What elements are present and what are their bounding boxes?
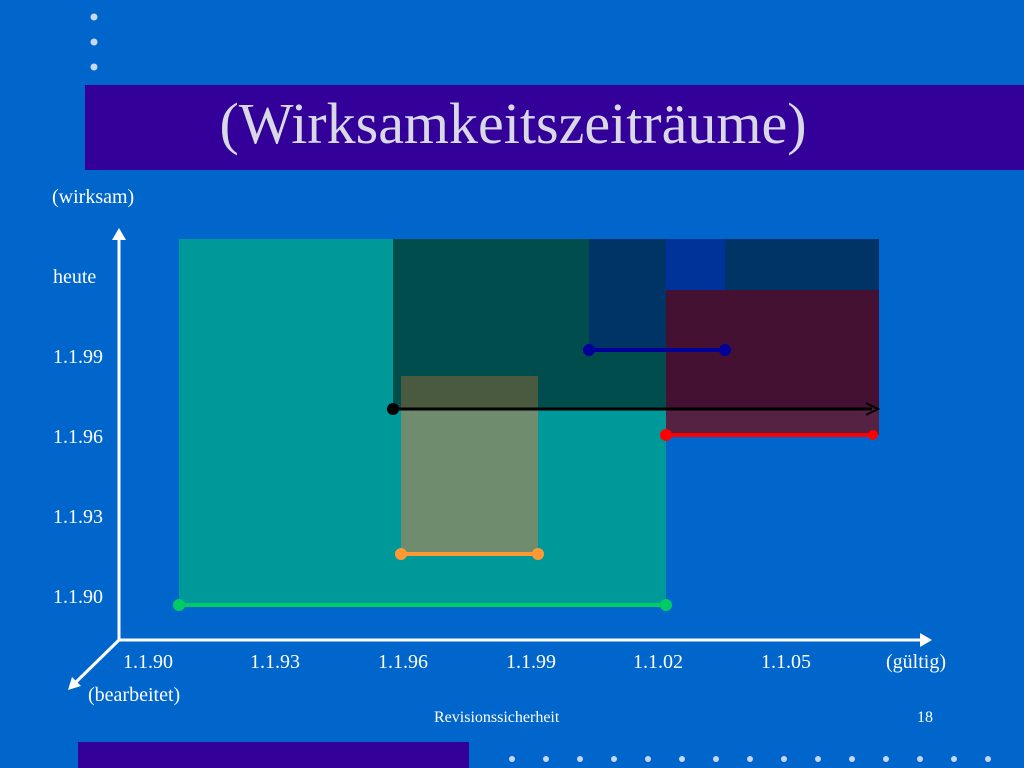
x-tick-label: 1.1.99 (506, 651, 556, 673)
green-line-start-dot (173, 599, 185, 611)
diagonal-axis (72, 638, 121, 686)
y-axis-arrowhead (112, 228, 126, 240)
region-maroon-lower (666, 409, 879, 435)
y-tick-label: 1.1.93 (53, 506, 103, 528)
black-line-start-dot (387, 403, 399, 415)
green-line-end-dot (660, 599, 672, 611)
orange-line-start-dot (395, 548, 407, 560)
decor-dot (90, 38, 98, 46)
decor-dot (917, 756, 923, 762)
decor-dot (509, 756, 515, 762)
decor-dot (713, 756, 719, 762)
y-tick-label: heute (53, 266, 97, 288)
decor-dot (611, 756, 617, 762)
decor-dot (577, 756, 583, 762)
decor-dot (679, 756, 685, 762)
x-tick-label: 1.1.05 (761, 651, 811, 673)
region-indigo (666, 239, 725, 290)
title-band (85, 85, 1024, 170)
diagonal-axis-arrowhead (68, 677, 81, 690)
red-line-end-dot (868, 430, 878, 440)
x-axis-label: (gültig) (886, 651, 946, 673)
blue-line-end-dot (719, 344, 731, 356)
decor-dot (985, 756, 991, 762)
blue-line-start-dot (583, 344, 595, 356)
orange-line-end-dot (532, 548, 544, 560)
decor-dot (951, 756, 957, 762)
y-tick-label: 1.1.90 (53, 586, 103, 608)
x-tick-label: 1.1.02 (633, 651, 683, 673)
decor-dot (747, 756, 753, 762)
decor-dot (849, 756, 855, 762)
black-arrowhead (865, 402, 881, 416)
footer-text: Revisionssicherheit (434, 709, 560, 726)
decor-dot (645, 756, 651, 762)
x-tick-label: 1.1.90 (123, 651, 173, 673)
y-axis-label: (wirksam) (52, 186, 135, 208)
footer-band (78, 742, 469, 768)
x-axis-arrowhead (920, 633, 932, 647)
region-olive-top (401, 376, 538, 409)
diagonal-axis-label: (bearbeitet) (88, 684, 181, 706)
y-tick-label: 1.1.96 (53, 426, 103, 448)
decor-dot (90, 63, 98, 71)
page-number: 18 (917, 709, 933, 726)
decor-dot (815, 756, 821, 762)
x-tick-label: 1.1.93 (250, 651, 300, 673)
x-tick-label: 1.1.96 (378, 651, 428, 673)
decor-dot (883, 756, 889, 762)
red-line-start-dot (660, 429, 672, 441)
decor-dot (90, 13, 98, 21)
slide-title: (Wirksamkeitszeiträume) (219, 91, 807, 156)
decor-dot (543, 756, 549, 762)
decor-dot (781, 756, 787, 762)
y-tick-label: 1.1.99 (53, 346, 103, 368)
